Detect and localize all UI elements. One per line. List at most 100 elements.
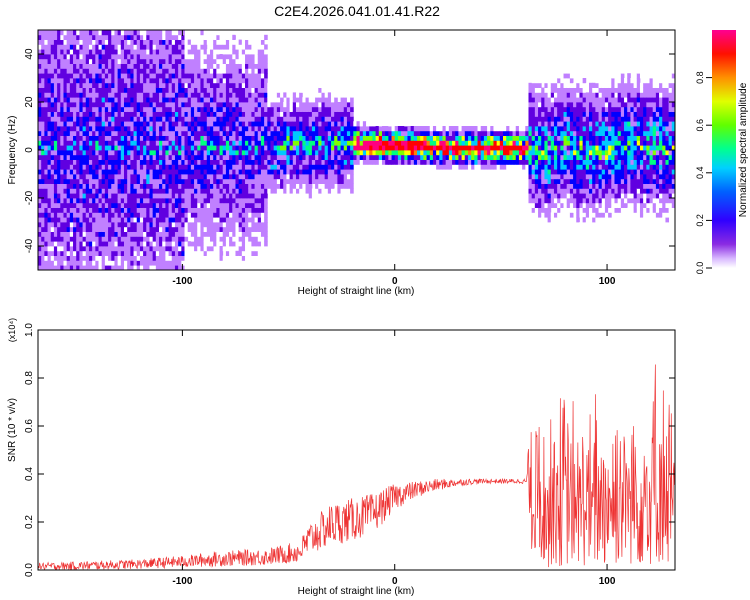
spectrogram-cell (73, 159, 77, 165)
spectrogram-cell (557, 202, 561, 208)
spectrogram-cell (203, 97, 208, 103)
spectrogram-cell (280, 150, 284, 156)
spectrogram-cell (308, 159, 313, 165)
spectrogram-cell (538, 188, 542, 194)
spectrogram-cell (254, 30, 259, 36)
spectrogram-cell (108, 102, 112, 108)
spectrogram-cell (315, 116, 319, 122)
spectrogram-cell (60, 154, 64, 160)
spectrogram-cell (541, 174, 545, 180)
spectrogram-cell (130, 226, 134, 232)
spectrogram-cell (331, 106, 335, 112)
spectrogram-cell (178, 246, 182, 252)
spectrogram-cell (60, 73, 64, 79)
spectrogram-cell (111, 207, 115, 213)
spectrogram-cell (53, 135, 58, 141)
spectrogram-cell (531, 145, 536, 151)
spectrogram-cell (560, 145, 564, 151)
spectrogram-cell (69, 73, 74, 79)
spectrogram-cell (487, 164, 491, 170)
spectrogram-cell (225, 116, 230, 122)
spectrogram-cell (38, 207, 42, 213)
spectrogram-cell (114, 226, 119, 232)
spectrogram-cell (197, 97, 201, 103)
spectrogram-cell (57, 130, 61, 136)
spectrogram-cell (57, 241, 61, 247)
spectrogram-cell (127, 231, 131, 237)
spectrogram-cell (276, 126, 281, 132)
spectrogram-cell (248, 202, 252, 208)
spectrogram-cell (60, 92, 64, 98)
spectrogram-cell (143, 135, 147, 141)
spectrogram-cell (452, 164, 456, 170)
spectrogram-cell (241, 87, 246, 93)
spectrogram-cell (104, 92, 109, 98)
spectrogram-cell (60, 78, 64, 84)
spectrogram-cell (289, 130, 294, 136)
spectrogram-cell (155, 150, 160, 156)
spectrogram-cell (362, 135, 367, 141)
spectrogram-cell (98, 121, 103, 127)
spectrogram-cell (76, 140, 80, 146)
spectrogram-cell (127, 58, 131, 64)
spectrogram-cell (541, 126, 545, 132)
spectrogram-cell (550, 164, 555, 170)
spectrogram-cell (162, 193, 166, 199)
spectrogram-cell (280, 178, 284, 184)
spectrogram-cell (152, 39, 157, 45)
spectrogram-cell (241, 78, 246, 84)
spectrogram-cell (442, 159, 447, 165)
spectrogram-cell (178, 164, 182, 170)
spectrogram-cell (60, 116, 64, 122)
spectrogram-cell (200, 193, 205, 199)
spectrogram-cell (206, 92, 211, 98)
spectrogram-cell (397, 164, 402, 170)
spectrogram-cell (346, 174, 351, 180)
spectrogram-cell (553, 183, 558, 189)
spectrogram-cell (394, 140, 399, 146)
spectrogram-cell (111, 92, 115, 98)
spectrogram-cell (63, 183, 68, 189)
spectrogram-cell (69, 246, 74, 252)
spectrogram-cell (98, 260, 103, 266)
spectrogram-cell (127, 73, 131, 79)
spectrogram-cell (50, 135, 55, 141)
spectrogram-cell (245, 174, 249, 180)
spectrogram-cell (50, 265, 55, 270)
spectrogram-cell (162, 164, 166, 170)
spectrogram-cell (82, 82, 87, 88)
spectrogram-cell (245, 58, 249, 64)
spectrogram-cell (133, 49, 138, 55)
spectrogram-cell (76, 193, 80, 199)
spectrogram-cell (219, 78, 224, 84)
spectrogram-cell (531, 164, 536, 170)
spectrogram-cell (47, 198, 52, 204)
spectrogram-cell (560, 97, 564, 103)
spectrogram-cell (123, 111, 128, 117)
spectrogram-cell (136, 87, 141, 93)
spectrogram-cell (181, 169, 185, 175)
spectrogram-cell (181, 150, 185, 156)
spectrogram-cell (216, 193, 220, 199)
spectrogram-cell (216, 212, 220, 218)
spectrogram-cell (547, 193, 552, 199)
spectrogram-cell (225, 82, 230, 88)
spectrogram-cell (518, 140, 523, 146)
spectrogram-cell (219, 178, 224, 184)
spectrogram-cell (95, 202, 99, 208)
spectrogram-cell (503, 145, 507, 151)
spectrogram-cell (197, 106, 201, 112)
spectrogram-cell (229, 39, 233, 45)
spectrogram-cell (251, 121, 255, 127)
spectrogram-cell (337, 154, 341, 160)
spectrogram-cell (146, 260, 150, 266)
spectrogram-cell (69, 34, 74, 40)
spectrogram-cell (515, 135, 520, 141)
spectrogram-cell (63, 202, 68, 208)
spectrogram-cell (260, 78, 265, 84)
spectrogram-cell (149, 178, 154, 184)
spectrogram-cell (63, 135, 68, 141)
spectrogram-cell (229, 78, 233, 84)
spectrogram-cell (260, 121, 265, 127)
spectrogram-cell (50, 73, 55, 79)
